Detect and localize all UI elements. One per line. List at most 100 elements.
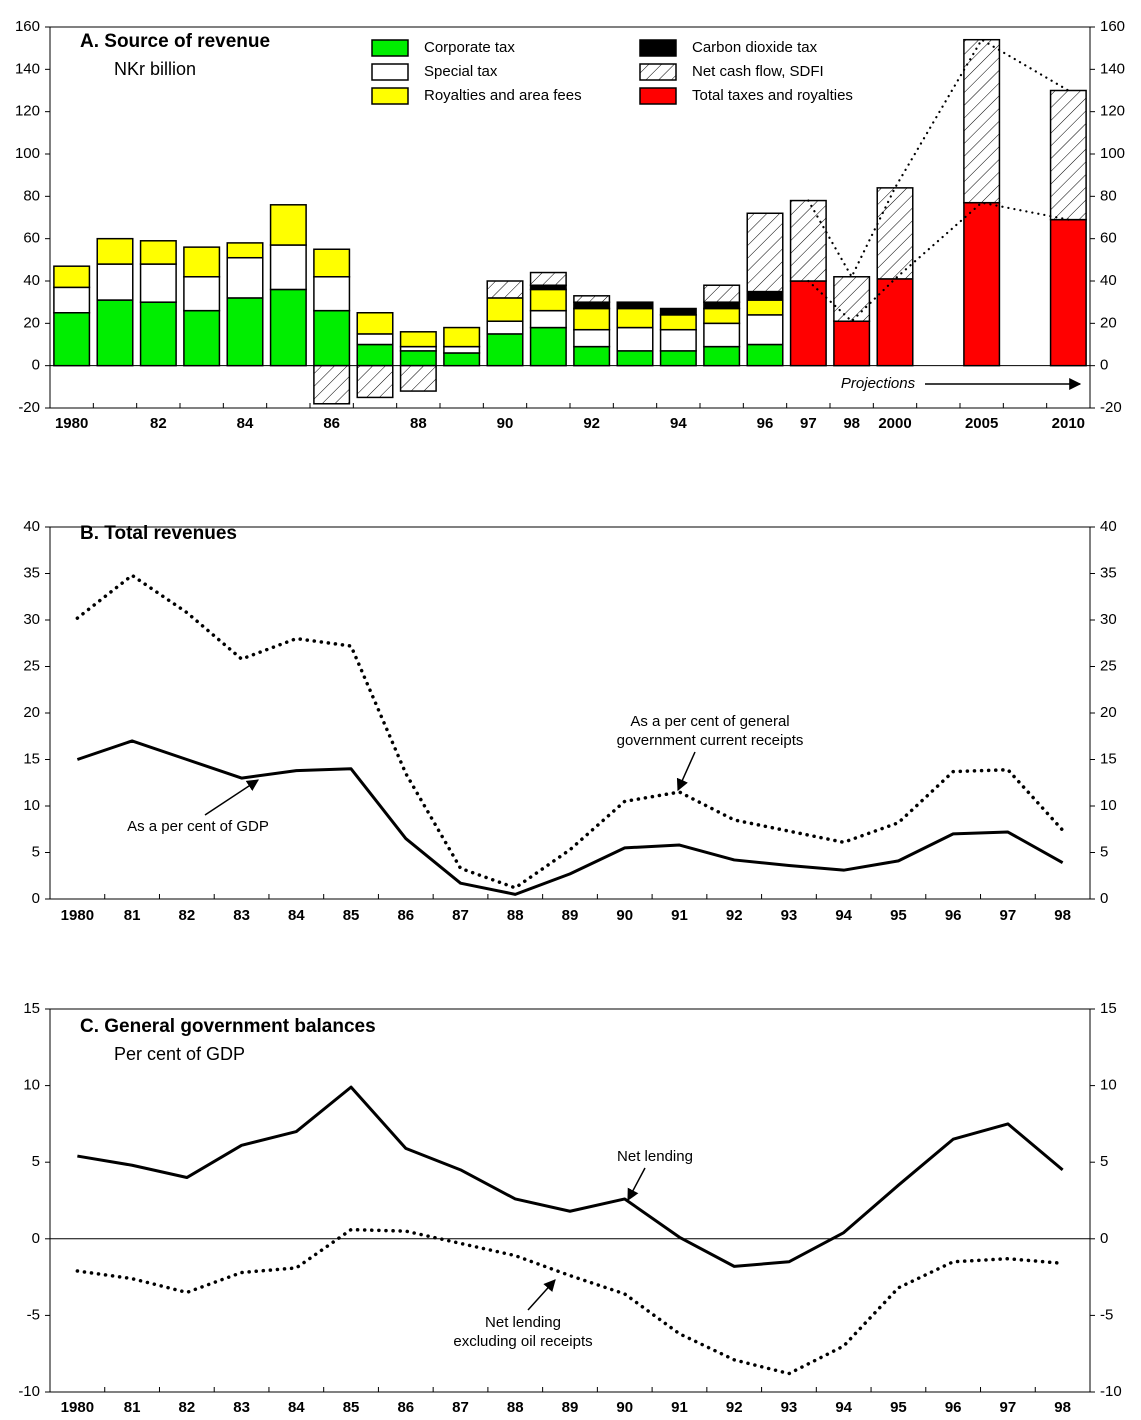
y-tick-label: 80 xyxy=(23,187,40,204)
x-tick-label: 85 xyxy=(343,907,360,924)
y-tick-label: 25 xyxy=(1100,657,1117,674)
y-tick-label: 140 xyxy=(1100,60,1125,77)
y-tick-label: 80 xyxy=(1100,187,1117,204)
bar-segment xyxy=(399,331,437,348)
bar-segment xyxy=(486,333,524,367)
bar-segment xyxy=(96,299,134,367)
series-line xyxy=(75,573,1065,890)
x-tick-label: 92 xyxy=(583,415,600,432)
y-tick-label: 60 xyxy=(1100,230,1117,247)
bar-segment xyxy=(703,301,741,310)
y-tick-label: 5 xyxy=(32,1153,40,1170)
x-tick-label: 86 xyxy=(323,415,340,432)
annotation: As a per cent of GDP xyxy=(127,818,269,835)
x-tick-label: 2005 xyxy=(965,415,998,432)
legend-label: Corporate tax xyxy=(424,39,515,56)
y-tick-label: 15 xyxy=(23,750,40,767)
y-tick-label: 0 xyxy=(1100,357,1108,374)
y-tick-label: 0 xyxy=(32,1230,40,1247)
bar-segment xyxy=(96,237,134,265)
legend-label: Net cash flow, SDFI xyxy=(692,63,824,80)
bar-segment xyxy=(443,326,481,348)
bar-segment xyxy=(53,312,91,367)
bar-segment xyxy=(616,301,654,310)
bar-segment xyxy=(963,201,1001,367)
y-tick-label: 160 xyxy=(1100,18,1125,35)
x-tick-label: 1980 xyxy=(61,907,94,924)
bar-segment xyxy=(269,204,307,246)
x-tick-label: 96 xyxy=(757,415,774,432)
chart-title: B. Total revenues xyxy=(80,523,237,544)
annotation-arrow xyxy=(204,779,260,816)
annotation-arrow xyxy=(627,1167,646,1202)
bar-segment xyxy=(139,240,177,265)
bar-segment xyxy=(529,326,567,367)
bar-segment xyxy=(616,326,654,352)
bar-segment xyxy=(833,320,871,367)
y-tick-label: 10 xyxy=(23,797,40,814)
bar-segment xyxy=(313,248,351,278)
plot-frame xyxy=(49,1008,1091,1393)
bar-segment xyxy=(703,284,741,303)
legend-label: Carbon dioxide tax xyxy=(692,39,818,56)
y-tick-label: 20 xyxy=(23,704,40,721)
y-tick-label: 0 xyxy=(32,357,40,374)
x-tick-label: 87 xyxy=(452,1399,469,1416)
bar-segment xyxy=(486,320,524,335)
y-tick-label: 60 xyxy=(23,230,40,247)
bar-segment xyxy=(573,345,611,367)
y-tick-label: 15 xyxy=(1100,1000,1117,1017)
bar-segment xyxy=(183,309,221,367)
y-tick-label: 15 xyxy=(23,1000,40,1017)
x-tick-label: 89 xyxy=(562,907,579,924)
x-tick-label: 84 xyxy=(237,415,254,432)
bar-segment xyxy=(139,301,177,367)
y-tick-label: 100 xyxy=(1100,145,1125,162)
chart-subtitle: NKr billion xyxy=(114,59,196,79)
y-tick-label: -20 xyxy=(18,399,40,416)
bar-segment xyxy=(313,276,351,312)
bar-segment xyxy=(703,322,741,348)
bar-segment xyxy=(573,295,611,303)
legend-swatch xyxy=(371,39,409,57)
x-tick-label: 1980 xyxy=(61,1399,94,1416)
x-tick-label: 93 xyxy=(781,907,798,924)
x-tick-label: 91 xyxy=(671,1399,688,1416)
bar-segment xyxy=(486,280,524,299)
bar-segment xyxy=(399,364,437,392)
bar-segment xyxy=(96,263,134,301)
x-tick-label: 97 xyxy=(1000,907,1017,924)
y-tick-label: 120 xyxy=(1100,103,1125,120)
y-tick-label: 10 xyxy=(1100,1077,1117,1094)
bar-segment xyxy=(226,256,264,299)
x-tick-label: 98 xyxy=(1054,1399,1071,1416)
bar-segment xyxy=(313,364,351,405)
annotation: government current receipts xyxy=(617,732,804,749)
bar-segment xyxy=(876,187,914,280)
x-tick-label: 81 xyxy=(124,1399,141,1416)
legend-label: Total taxes and royalties xyxy=(692,87,853,104)
chart-title: C. General government balances xyxy=(80,1016,376,1037)
annotation: As a per cent of general xyxy=(630,713,789,730)
y-tick-label: 140 xyxy=(15,60,40,77)
x-tick-label: 2010 xyxy=(1052,415,1085,432)
bar-segment xyxy=(269,244,307,291)
x-tick-label: 2000 xyxy=(878,415,911,432)
bar-segment xyxy=(399,350,437,367)
y-tick-label: 0 xyxy=(1100,1230,1108,1247)
chart-title: A. Source of revenue xyxy=(80,31,270,52)
x-tick-label: 85 xyxy=(343,1399,360,1416)
x-tick-label: 86 xyxy=(397,1399,414,1416)
bar-segment xyxy=(529,271,567,286)
y-tick-label: 20 xyxy=(23,314,40,331)
y-tick-label: -10 xyxy=(18,1383,40,1400)
y-tick-label: 0 xyxy=(32,890,40,907)
x-tick-label: 82 xyxy=(178,1399,195,1416)
bar-segment xyxy=(356,343,394,367)
annotation-arrow xyxy=(527,1279,556,1311)
bar-segment xyxy=(746,212,784,293)
x-tick-label: 94 xyxy=(835,1399,852,1416)
x-tick-label: 96 xyxy=(945,907,962,924)
bar-segment xyxy=(139,263,177,303)
legend-swatch xyxy=(639,87,677,105)
